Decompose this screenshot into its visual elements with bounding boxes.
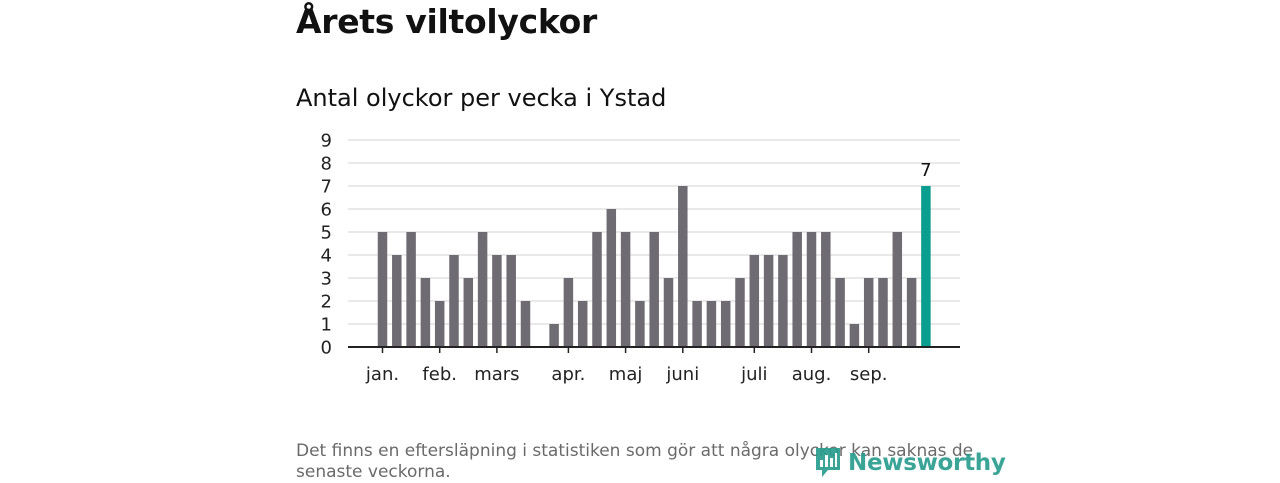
bar (606, 209, 617, 347)
chart-subtitle: Antal olyckor per vecka i Ystad (296, 84, 667, 112)
data-label: 7 (920, 160, 931, 181)
bar (492, 255, 502, 347)
bar (663, 278, 674, 347)
y-tick-label: 9 (321, 131, 332, 152)
newsworthy-logo-text: Newsworthy (848, 450, 1006, 476)
bar (720, 301, 731, 347)
bar (821, 232, 831, 347)
y-tick-label: 6 (321, 200, 332, 221)
bar (377, 232, 388, 347)
x-tick-label: sep. (850, 364, 888, 385)
bar (849, 324, 860, 347)
bar (592, 232, 602, 347)
x-tick-label: juli (740, 364, 767, 385)
bar (463, 278, 474, 347)
x-tick-label: mars (474, 364, 519, 385)
bar (563, 278, 574, 347)
footnote: Det finns en eftersläpning i statistiken… (296, 441, 974, 482)
bar-current-week (921, 186, 931, 347)
x-tick-label: juni (665, 364, 699, 385)
bar (506, 255, 516, 347)
y-tick-label: 5 (321, 223, 332, 244)
bar (434, 301, 445, 347)
bar (449, 255, 459, 347)
bar (706, 301, 717, 347)
bar (749, 255, 760, 347)
chart-title: Årets viltolyckor (296, 2, 597, 41)
y-tick-label: 2 (321, 292, 332, 313)
x-tick-label: aug. (792, 364, 832, 385)
x-tick-label: feb. (422, 364, 457, 385)
bar (420, 278, 431, 347)
bar (906, 278, 917, 347)
y-tick-label: 1 (321, 315, 332, 336)
bar (692, 301, 702, 347)
bar (392, 255, 402, 347)
bar (649, 232, 659, 347)
bar (835, 278, 845, 347)
y-tick-label: 7 (321, 177, 332, 198)
bar (778, 255, 788, 347)
bar (792, 232, 802, 347)
x-axis: jan. feb. mars apr. maj juni juli aug. sep. (365, 347, 888, 385)
bar (735, 278, 745, 347)
x-tick-label: jan. (365, 364, 399, 385)
y-tick-label: 4 (321, 246, 332, 267)
bar (863, 278, 874, 347)
x-tick-label: apr. (551, 364, 585, 385)
bar (406, 232, 416, 347)
newsworthy-logo: Newsworthy (814, 446, 1006, 480)
bar (678, 186, 688, 347)
y-tick-label: 3 (321, 269, 332, 290)
bar (878, 278, 888, 347)
bar (806, 232, 817, 347)
bar (635, 301, 645, 347)
y-tick-label: 8 (321, 154, 332, 175)
bar (477, 232, 488, 347)
y-tick-label: 0 (321, 338, 332, 359)
x-tick-label: maj (609, 364, 643, 385)
data-labels: 7 (920, 160, 931, 181)
bar (549, 324, 559, 347)
bar (520, 301, 531, 347)
bar (763, 255, 774, 347)
bar (620, 232, 631, 347)
newsworthy-logo-icon (816, 448, 840, 477)
bars (377, 186, 931, 347)
bar (577, 301, 588, 347)
bar (892, 232, 903, 347)
